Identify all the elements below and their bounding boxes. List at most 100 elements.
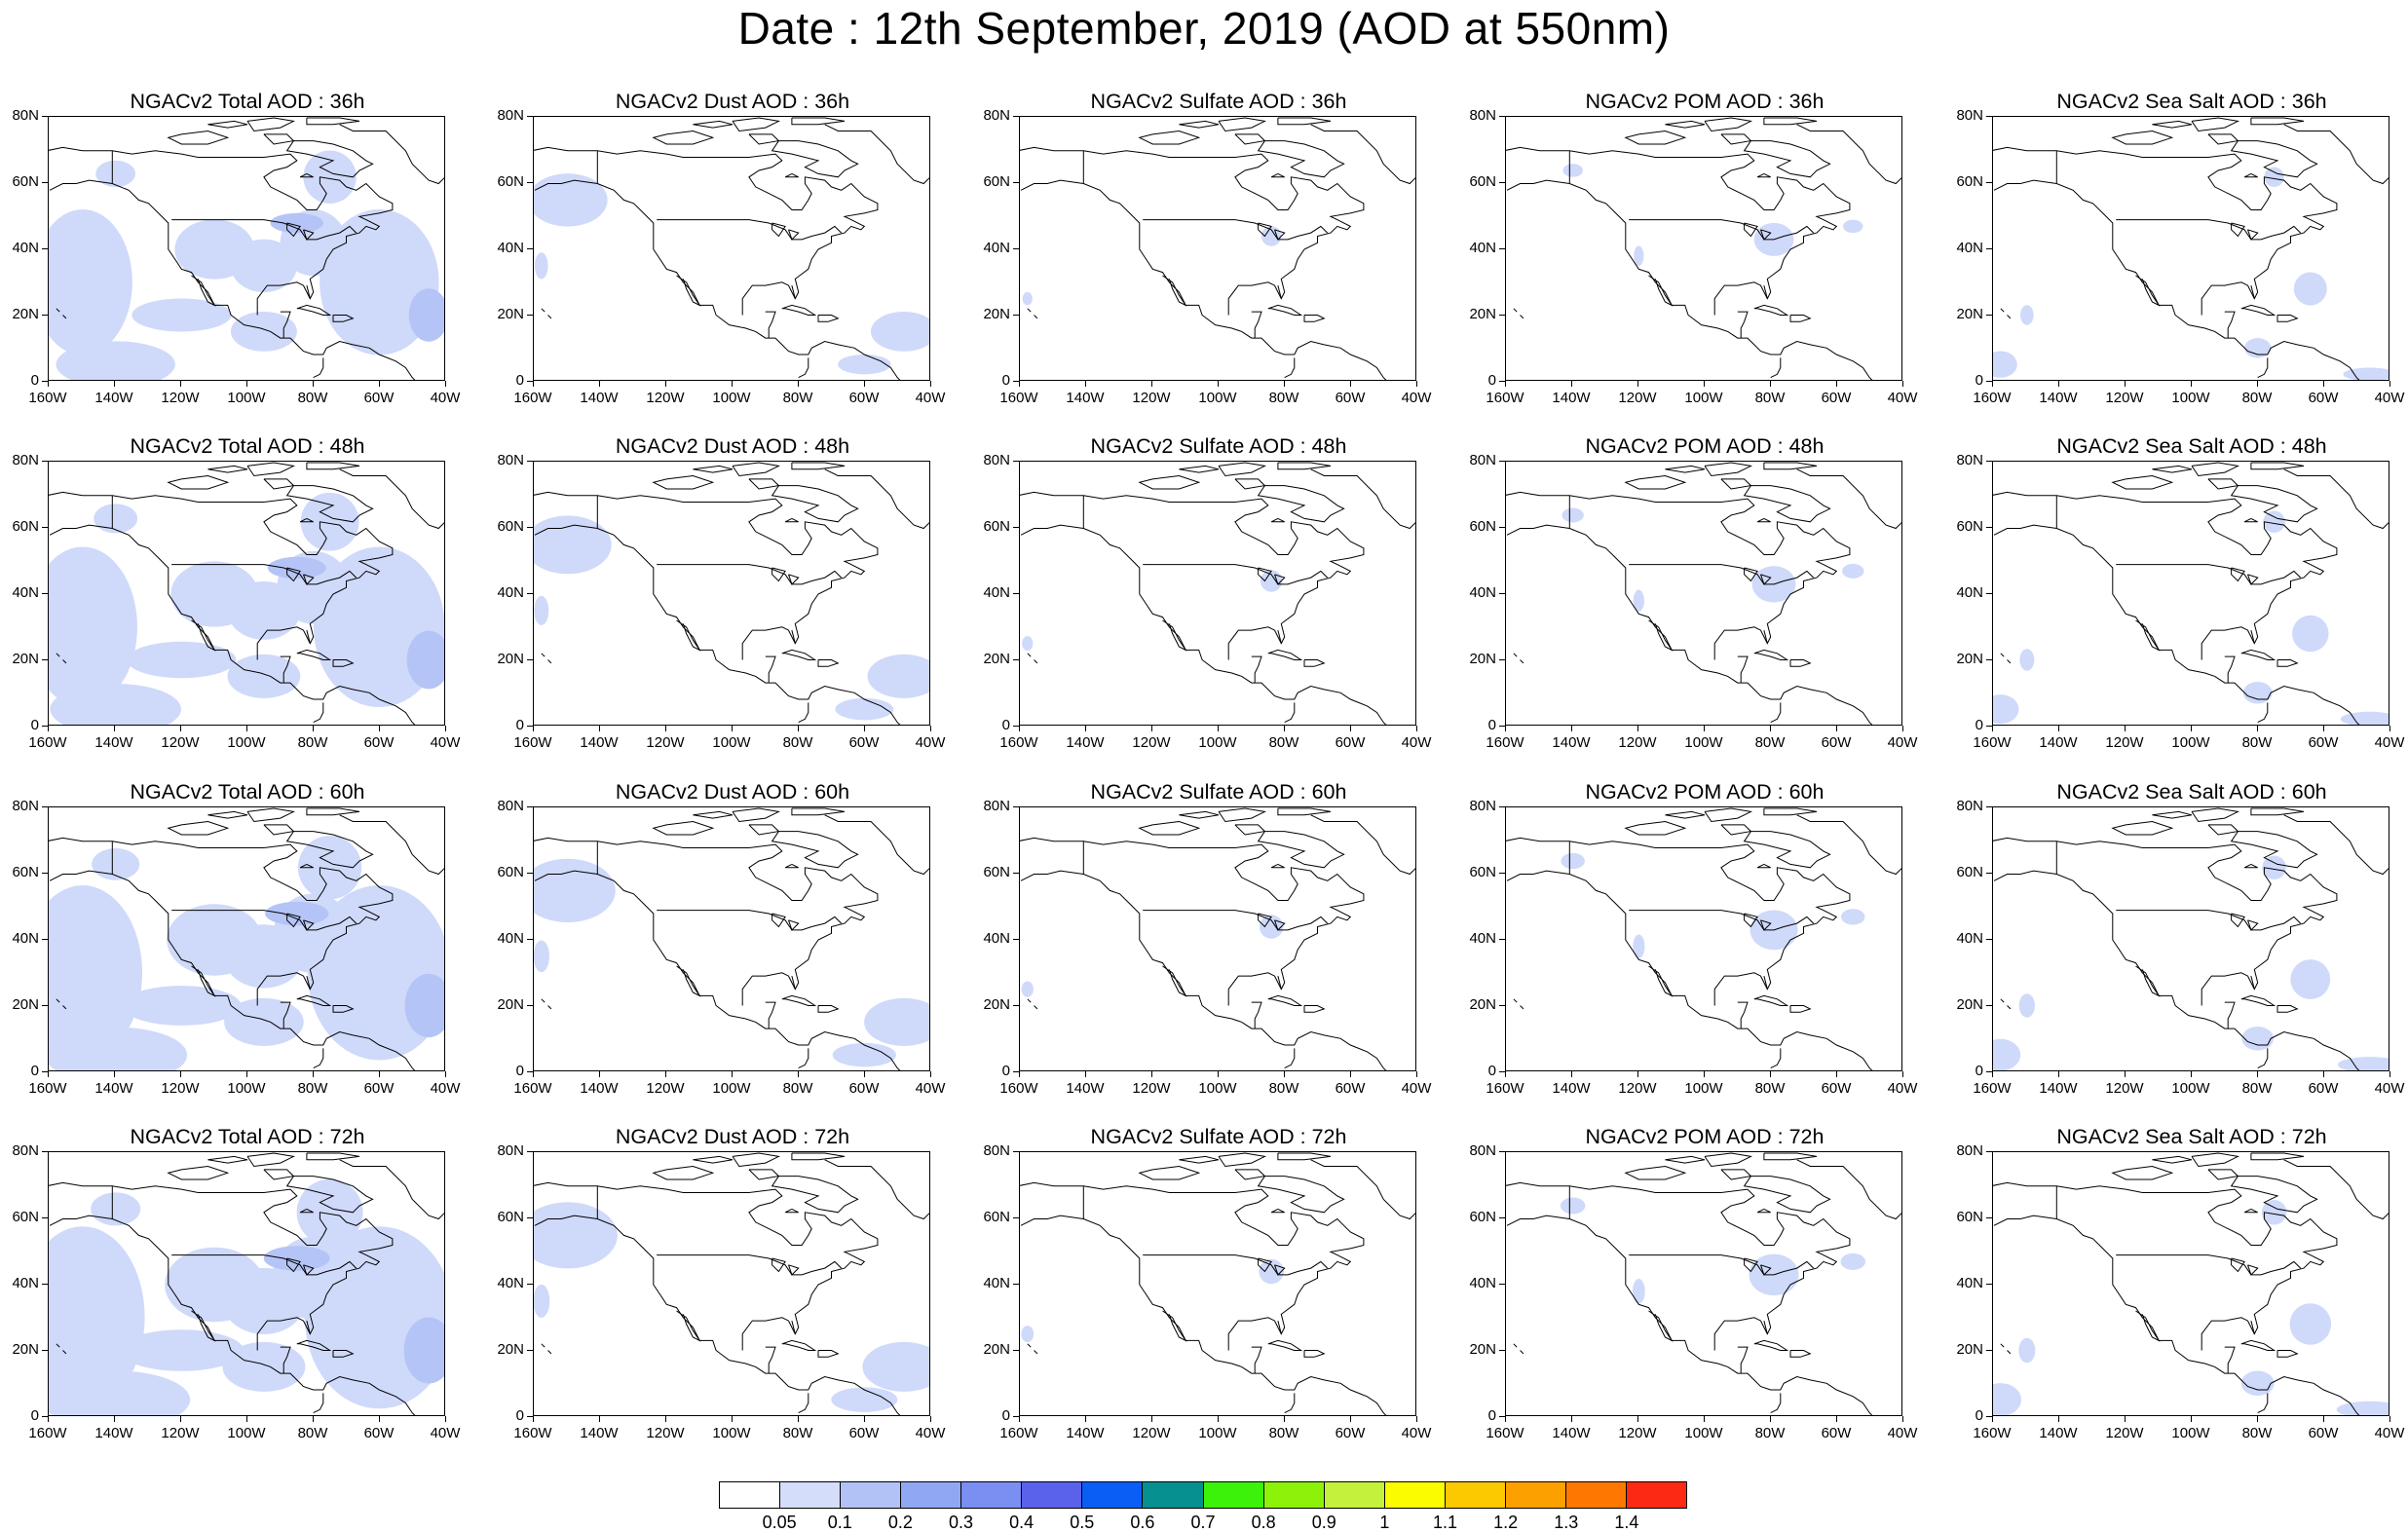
coastline xyxy=(1020,837,1365,1006)
coastline xyxy=(303,229,315,241)
map-plot-area xyxy=(1992,1151,2389,1416)
aod-region xyxy=(1259,1258,1284,1285)
coastline xyxy=(798,702,809,724)
lon-tick xyxy=(114,1416,116,1422)
coastline xyxy=(299,863,314,869)
coastline xyxy=(2111,130,2174,145)
coastline xyxy=(1020,491,1365,660)
lat-tick-label: 80N xyxy=(12,798,39,814)
lon-tick xyxy=(1770,1416,1772,1422)
lon-tick xyxy=(864,381,866,387)
map-panel-pom-48h: NGACv2 POM AOD : 48h 80N 60N 40N 20N 0 160W 140… xyxy=(1457,434,1917,775)
lon-tick-label: 80W xyxy=(782,390,813,406)
lon-tick-label: 140W xyxy=(1066,1425,1105,1441)
aod-map xyxy=(534,117,929,380)
coastline xyxy=(1520,659,1524,664)
coastline xyxy=(1737,1001,1749,1029)
lat-tick-label: 20N xyxy=(497,306,524,322)
coastline xyxy=(2250,117,2305,126)
lon-tick-label: 40W xyxy=(1887,390,1918,406)
coastline xyxy=(657,564,843,585)
lat-tick-label: 40N xyxy=(1469,240,1496,256)
coastline xyxy=(1789,1005,1812,1013)
coastline xyxy=(1257,485,1345,523)
lat-tick-label: 40N xyxy=(1469,584,1496,601)
lon-tick xyxy=(2191,381,2193,387)
lat-tick xyxy=(1499,1350,1505,1352)
lon-tick-label: 60W xyxy=(363,1080,395,1097)
coastline xyxy=(1760,574,1772,585)
lon-tick xyxy=(445,726,447,731)
aod-region xyxy=(56,341,175,380)
lat-tick-label: 60N xyxy=(983,518,1010,535)
lat-tick xyxy=(1499,1217,1505,1219)
aod-map xyxy=(534,462,929,725)
lat-tick xyxy=(1013,1284,1019,1286)
lat-tick-label: 60N xyxy=(983,173,1010,190)
lon-tick xyxy=(2191,1416,2193,1422)
coastline xyxy=(1756,863,1771,869)
coastline xyxy=(49,491,394,660)
lat-tick-label: 0 xyxy=(515,1063,524,1079)
coastline xyxy=(2231,222,2245,238)
lon-tick xyxy=(1902,726,1904,731)
aod-region xyxy=(1993,1383,2022,1415)
lat-tick-label: 20N xyxy=(12,996,39,1013)
lat-tick-label: 80N xyxy=(983,798,1010,814)
lon-tick-label: 40W xyxy=(2374,1080,2405,1097)
lon-tick xyxy=(1284,1416,1286,1422)
lat-tick xyxy=(527,1217,533,1219)
coastline xyxy=(1753,994,1789,1006)
lat-tick-label: 0 xyxy=(1975,372,1983,389)
lat-tick-label: 60N xyxy=(983,1209,1010,1225)
lon-tick-label: 60W xyxy=(848,734,880,751)
lon-tick-label: 140W xyxy=(1066,1080,1105,1097)
lat-tick-label: 60N xyxy=(1469,1209,1496,1225)
aod-map xyxy=(1020,1152,1415,1415)
coastline xyxy=(2250,629,2255,644)
coastline xyxy=(1234,133,1266,145)
coastline xyxy=(1277,284,1282,299)
aod-region xyxy=(2020,305,2034,325)
aod-region xyxy=(2261,1200,2287,1225)
coastline xyxy=(313,1048,324,1069)
lat-tick-label: 0 xyxy=(1487,372,1496,389)
lat-tick xyxy=(42,1005,48,1007)
map-panel-seasalt-36h: NGACv2 Sea Salt AOD : 36h 80N 60N 40N 20N 0 16… xyxy=(1944,90,2404,430)
coastline xyxy=(1796,468,1901,530)
aod-map xyxy=(49,807,444,1070)
panel-title: NGACv2 Total AOD : 48h xyxy=(130,434,365,458)
lon-tick-label: 100W xyxy=(1684,1425,1723,1441)
coastline xyxy=(1234,824,1266,836)
lat-tick-label: 20N xyxy=(1469,306,1496,322)
coastline xyxy=(1648,619,1674,652)
map-plot-area xyxy=(533,1151,930,1416)
lon-tick xyxy=(1770,1071,1772,1077)
coastline xyxy=(1162,619,1187,652)
lon-tick-label: 60W xyxy=(1821,1425,1852,1441)
aod-region xyxy=(534,940,549,973)
coastline xyxy=(765,1001,776,1029)
lat-tick-label: 80N xyxy=(497,1142,524,1159)
coastline xyxy=(1756,172,1771,178)
coastline xyxy=(263,478,295,490)
coastline xyxy=(771,831,859,869)
coastline xyxy=(765,655,776,684)
coastline xyxy=(771,140,859,178)
lat-tick-label: 60N xyxy=(497,864,524,880)
aod-region xyxy=(119,1329,245,1371)
lat-tick-label: 20N xyxy=(983,651,1010,667)
lat-tick-label: 0 xyxy=(1975,1063,1983,1079)
map-panel-dust-36h: NGACv2 Dust AOD : 36h 80N 60N 40N 20N 0 160W 14… xyxy=(485,90,945,430)
lat-tick xyxy=(527,806,533,808)
lon-tick-label: 140W xyxy=(94,734,133,751)
coastline xyxy=(2152,120,2193,129)
lon-tick-label: 120W xyxy=(646,1425,685,1441)
coastline xyxy=(171,1254,357,1276)
coastline xyxy=(1034,659,1038,664)
colorbar-swatch xyxy=(1505,1482,1566,1508)
aod-region xyxy=(1560,1197,1586,1215)
lat-tick xyxy=(1499,939,1505,941)
coastline xyxy=(1020,1215,1387,1415)
coastline xyxy=(339,468,444,530)
